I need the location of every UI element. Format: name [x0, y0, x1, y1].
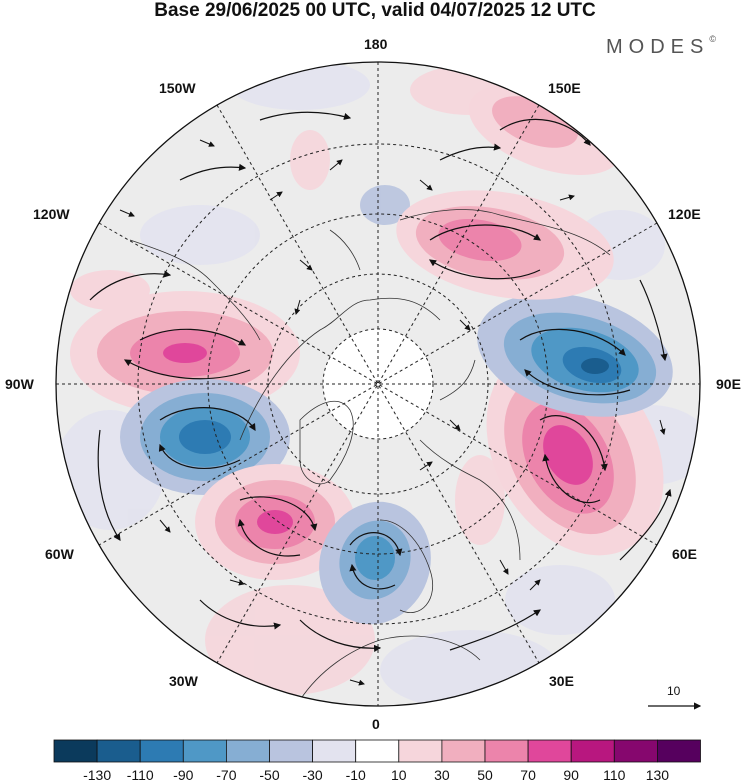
- lon-label-60w: 60W: [45, 546, 74, 562]
- lon-label-30w: 30W: [169, 673, 198, 689]
- colorbar-tick-label: -30: [302, 767, 323, 783]
- anomaly-negative-hudson: [120, 379, 290, 495]
- anomaly-positive-east-siberian-sea: [396, 190, 614, 300]
- colorbar-tick-label: 70: [520, 767, 536, 783]
- wind-vectors: [89, 111, 672, 652]
- modes-logo: MODES©: [606, 34, 716, 59]
- colorbar-swatch: [355, 739, 400, 763]
- short-wind-arrows: [119, 139, 666, 686]
- lon-label-0: 0: [372, 716, 380, 732]
- lon-label-150e: 150E: [548, 80, 581, 96]
- colorbar-swatch: [269, 739, 313, 763]
- colorbar-tick-label: -10: [345, 767, 366, 783]
- colorbar-tick-label: -110: [126, 767, 154, 783]
- colorbar: [53, 739, 701, 763]
- colorbar-swatch: [570, 739, 615, 763]
- map-border: [55, 61, 701, 707]
- coastlines: [129, 209, 611, 701]
- lon-label-150w: 150W: [159, 80, 196, 96]
- colorbar-tick-label: 90: [563, 767, 579, 783]
- colorbar-swatch: [96, 739, 141, 763]
- anomaly-negative-east-siberia: [477, 293, 673, 417]
- anomaly-positive-canada: [70, 270, 150, 310]
- lon-label-60e: 60E: [672, 546, 697, 562]
- colorbar-tick-label: 110: [603, 767, 626, 783]
- lon-label-90w: 90W: [5, 376, 34, 392]
- colorbar-swatch: [53, 739, 98, 763]
- colorbar-tick-label: -50: [259, 767, 280, 783]
- colorbar-tick-label: 50: [477, 767, 493, 783]
- lon-label-180: 180: [364, 36, 388, 52]
- colorbar-swatch: [527, 739, 572, 763]
- colorbar-swatch: [225, 739, 270, 763]
- brand-mark: ©: [709, 34, 716, 44]
- colorbar-swatch: [312, 739, 357, 763]
- lon-label-30e: 30E: [549, 673, 574, 689]
- vector-scale-label: 10: [667, 684, 681, 698]
- lon-label-90e: 90E: [716, 376, 741, 392]
- lon-label-120w: 120W: [33, 206, 70, 222]
- lon-label-120e: 120E: [668, 206, 701, 222]
- colorbar-tick-label: -130: [83, 767, 112, 783]
- brand-name: MODES: [606, 36, 710, 58]
- colorbar-tick-label: 30: [434, 767, 450, 783]
- colorbar-swatch: [657, 739, 701, 763]
- colorbar-swatch: [182, 739, 227, 763]
- colorbar-tick-label: -90: [173, 767, 194, 783]
- colorbar-swatch: [441, 739, 486, 763]
- colorbar-tick-label: 10: [391, 767, 407, 783]
- colorbar-swatch: [139, 739, 184, 763]
- colorbar-tick-label: -70: [216, 767, 237, 783]
- map-title: Base 29/06/2025 00 UTC, valid 04/07/2025…: [154, 0, 596, 21]
- colorbar-tick-label: 130: [645, 767, 670, 783]
- colorbar-swatch: [484, 739, 529, 763]
- anomaly-positive-atlantic: [195, 464, 355, 580]
- map-disk: [56, 62, 700, 706]
- colorbar-swatch: [398, 739, 443, 763]
- colorbar-swatch: [613, 739, 658, 763]
